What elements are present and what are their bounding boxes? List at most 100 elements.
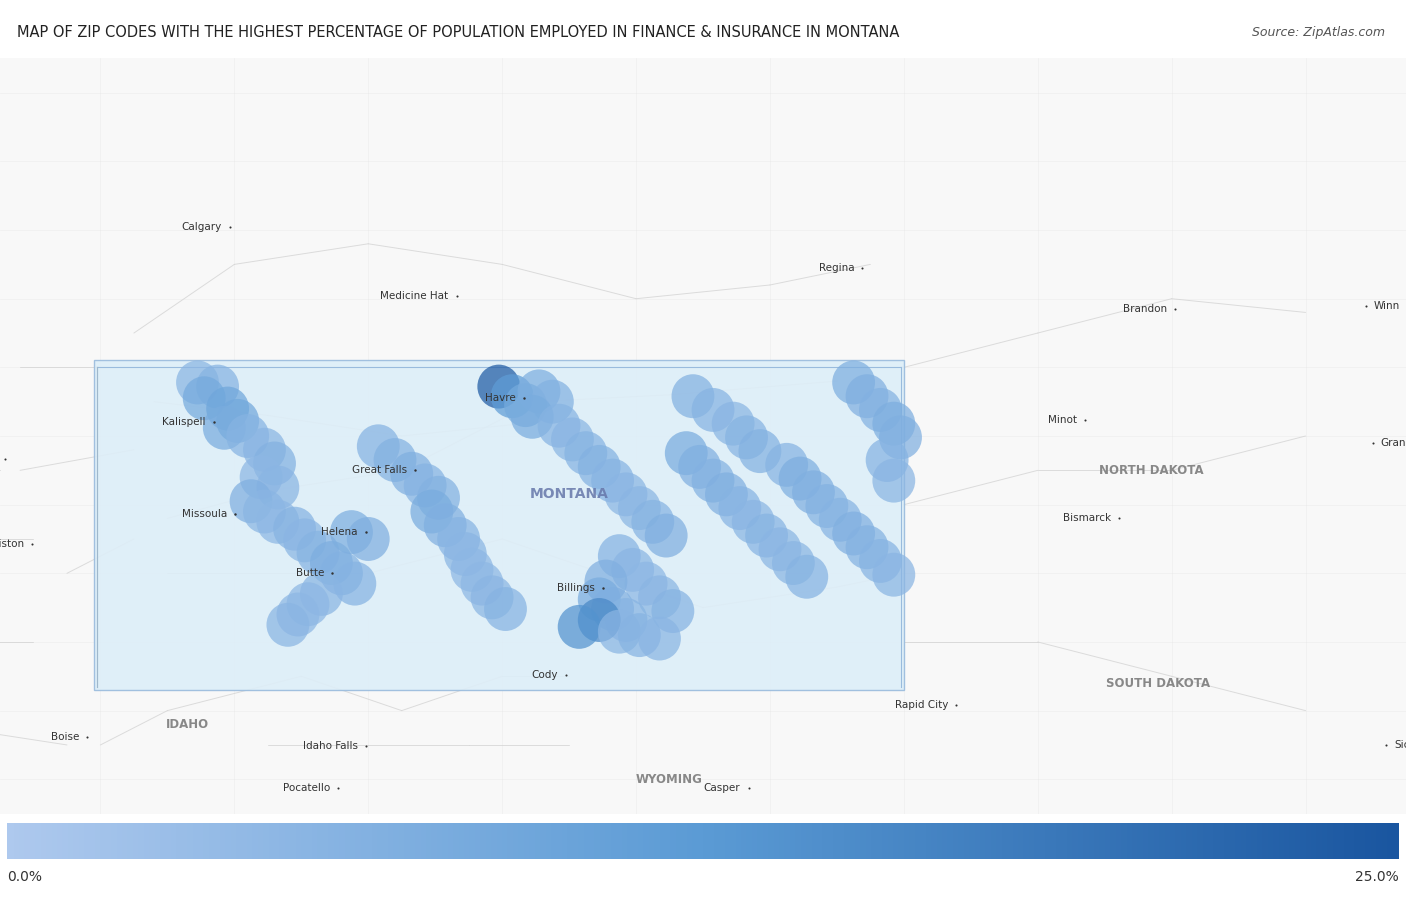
Circle shape <box>309 541 353 585</box>
Circle shape <box>505 383 547 427</box>
Circle shape <box>277 592 319 636</box>
Circle shape <box>765 443 808 487</box>
Circle shape <box>374 438 416 482</box>
Circle shape <box>792 470 835 514</box>
Text: Helena: Helena <box>321 527 357 537</box>
Circle shape <box>859 388 901 432</box>
Circle shape <box>243 428 285 472</box>
Circle shape <box>711 402 755 446</box>
Circle shape <box>461 562 503 606</box>
Circle shape <box>531 379 574 423</box>
Circle shape <box>202 405 246 450</box>
Circle shape <box>585 559 627 603</box>
Circle shape <box>872 458 915 503</box>
Text: Cody: Cody <box>531 670 558 680</box>
Circle shape <box>731 500 775 544</box>
Text: IDAHO: IDAHO <box>166 717 209 731</box>
Circle shape <box>243 490 285 533</box>
Text: Pocatello: Pocatello <box>283 783 330 793</box>
Circle shape <box>832 512 875 556</box>
Circle shape <box>253 441 295 485</box>
Circle shape <box>256 466 299 510</box>
Circle shape <box>484 587 527 631</box>
Circle shape <box>598 610 641 654</box>
Circle shape <box>578 598 620 642</box>
Text: Winn: Winn <box>1374 300 1400 310</box>
Text: Brandon: Brandon <box>1123 304 1167 314</box>
Circle shape <box>779 457 821 501</box>
Circle shape <box>605 472 647 516</box>
Circle shape <box>598 534 641 578</box>
Circle shape <box>738 429 782 473</box>
Text: Casper: Casper <box>704 783 741 793</box>
Circle shape <box>772 541 815 585</box>
Circle shape <box>806 484 848 528</box>
Circle shape <box>299 572 343 616</box>
Circle shape <box>176 360 219 405</box>
Circle shape <box>287 583 329 627</box>
Text: WYOMING: WYOMING <box>636 773 703 786</box>
Text: Butte: Butte <box>295 568 323 578</box>
Circle shape <box>517 369 561 414</box>
Circle shape <box>551 417 593 461</box>
Circle shape <box>183 377 225 420</box>
Circle shape <box>537 404 581 448</box>
Circle shape <box>239 455 283 499</box>
Circle shape <box>229 479 273 523</box>
Circle shape <box>591 587 634 631</box>
Text: Regina: Regina <box>818 263 855 272</box>
Circle shape <box>619 486 661 530</box>
Circle shape <box>578 445 620 489</box>
Circle shape <box>745 513 787 557</box>
Circle shape <box>267 603 309 646</box>
Circle shape <box>866 438 908 482</box>
Circle shape <box>591 458 634 503</box>
Circle shape <box>357 424 399 468</box>
Circle shape <box>391 452 433 495</box>
Text: Source: ZipAtlas.com: Source: ZipAtlas.com <box>1251 26 1385 39</box>
Circle shape <box>437 517 479 561</box>
Text: Great Falls: Great Falls <box>352 466 408 476</box>
Circle shape <box>330 510 373 554</box>
Text: Missoula: Missoula <box>181 509 226 519</box>
Circle shape <box>692 388 734 432</box>
Circle shape <box>725 415 768 459</box>
Circle shape <box>818 498 862 542</box>
Text: 25.0%: 25.0% <box>1355 870 1399 885</box>
Circle shape <box>845 374 889 418</box>
Circle shape <box>638 575 681 619</box>
Circle shape <box>423 503 467 547</box>
Circle shape <box>678 445 721 489</box>
Text: MONTANA: MONTANA <box>530 487 609 502</box>
Circle shape <box>759 528 801 571</box>
Text: 0.0%: 0.0% <box>7 870 42 885</box>
Circle shape <box>510 395 554 439</box>
Circle shape <box>612 547 654 592</box>
Text: Havre: Havre <box>485 393 516 404</box>
Circle shape <box>197 365 239 408</box>
Circle shape <box>624 562 668 606</box>
Text: Medicine Hat: Medicine Hat <box>381 291 449 301</box>
Circle shape <box>872 553 915 597</box>
Circle shape <box>404 464 447 507</box>
Circle shape <box>619 613 661 657</box>
Circle shape <box>297 530 339 574</box>
Circle shape <box>718 486 761 530</box>
Circle shape <box>256 500 299 544</box>
Circle shape <box>672 374 714 418</box>
Text: Bismarck: Bismarck <box>1063 512 1111 522</box>
Circle shape <box>333 562 377 606</box>
Circle shape <box>283 519 326 563</box>
Circle shape <box>859 539 901 583</box>
Circle shape <box>226 414 269 458</box>
Circle shape <box>879 415 922 459</box>
Circle shape <box>321 551 363 595</box>
Text: Kalispell: Kalispell <box>162 417 205 427</box>
Circle shape <box>347 517 389 561</box>
Circle shape <box>444 532 486 576</box>
Circle shape <box>558 605 600 649</box>
Text: MAP OF ZIP CODES WITH THE HIGHEST PERCENTAGE OF POPULATION EMPLOYED IN FINANCE &: MAP OF ZIP CODES WITH THE HIGHEST PERCEN… <box>17 24 900 40</box>
Circle shape <box>638 617 681 661</box>
Text: Lewiston: Lewiston <box>0 539 24 549</box>
Circle shape <box>217 399 259 443</box>
